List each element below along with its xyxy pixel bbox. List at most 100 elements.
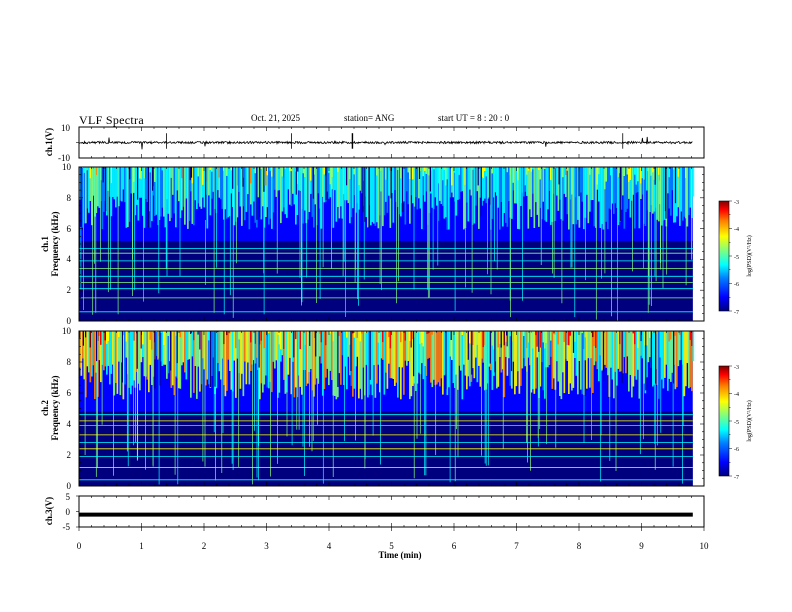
spec-column <box>373 167 375 224</box>
spec-column <box>643 167 645 224</box>
spec-hotspot <box>679 331 681 335</box>
spec1-ytick-6: 6 <box>67 224 72 234</box>
spec-column <box>485 167 488 204</box>
spec-hotspot <box>566 331 568 346</box>
spec-column <box>250 167 252 205</box>
spec-column <box>172 331 174 386</box>
spec-column <box>220 331 222 380</box>
spec-column <box>281 331 284 356</box>
spec-hotspot <box>218 167 220 178</box>
spec-hotspot <box>530 167 532 172</box>
spec-column <box>668 167 671 209</box>
spec-column <box>467 167 470 222</box>
spec-hotspot <box>319 331 321 334</box>
spec-column <box>605 331 608 368</box>
spec-column <box>358 167 360 210</box>
spec-column <box>427 167 429 225</box>
spec-hotspot <box>310 167 312 181</box>
spec-column <box>245 167 248 212</box>
spec-column <box>383 167 386 216</box>
spec-column <box>95 167 98 213</box>
spec-column <box>377 167 380 229</box>
ch1-waveform-panel: 10 -10 ch.1(V) <box>44 123 705 163</box>
spec-column <box>175 331 177 377</box>
spec-column <box>616 331 618 386</box>
spec-hotspot <box>353 167 355 175</box>
spec2-cb-tick-6: -6 <box>734 447 739 453</box>
spec-hotspot <box>617 167 619 177</box>
spec-column <box>137 167 140 221</box>
spec-column <box>671 331 674 373</box>
spec-column <box>316 331 318 379</box>
spec-column <box>376 167 378 223</box>
spec-column <box>352 167 354 209</box>
spec-column <box>394 167 396 191</box>
spec-column <box>601 331 603 371</box>
spec-column <box>109 167 111 197</box>
spec-hotspot <box>320 331 322 343</box>
spec-hotspot <box>412 167 414 180</box>
spec-column <box>131 331 134 386</box>
spec-hotspot <box>433 167 435 170</box>
spec-column <box>412 331 414 386</box>
spec-hotspot <box>295 331 297 340</box>
spec-column <box>674 331 677 390</box>
spec2-cb-tick-7: -7 <box>734 475 739 481</box>
spec-hotspot <box>538 167 540 170</box>
xtick-6: 6 <box>452 541 457 551</box>
spec-column <box>584 331 587 361</box>
spec-hotspot <box>554 331 556 335</box>
spec-hotspot <box>461 331 463 335</box>
spec-column <box>646 167 648 191</box>
spec-column <box>593 167 596 227</box>
spec-column <box>652 167 654 214</box>
spec-hotspot <box>500 331 502 348</box>
spec-column <box>374 167 377 226</box>
spec-column <box>563 331 566 394</box>
spec-column <box>184 331 186 373</box>
spec-column <box>79 331 81 368</box>
spec-hotspot <box>640 167 642 184</box>
spec-column <box>494 167 497 193</box>
spec-column <box>686 331 689 363</box>
spec-column <box>571 331 573 391</box>
spec-hotspot <box>122 331 124 336</box>
spec-column <box>434 167 437 198</box>
spec-column <box>382 167 384 227</box>
spec-column <box>205 331 207 386</box>
spec-column <box>554 167 557 221</box>
spec-column <box>403 167 405 202</box>
spec-hotspot <box>550 167 552 181</box>
spec-column <box>386 167 389 213</box>
spec2-colorbar <box>718 365 730 477</box>
spec-column <box>128 331 131 388</box>
spec-column <box>188 167 191 221</box>
spec-hotspot <box>79 331 81 338</box>
spec-column <box>572 331 575 388</box>
spec-column <box>254 167 257 223</box>
spec-column <box>503 167 506 213</box>
spec-column <box>443 167 446 219</box>
spec-column <box>176 167 179 191</box>
spec-hotspot <box>263 331 265 349</box>
spec-column <box>349 331 351 376</box>
spec-column <box>661 167 663 226</box>
spec-column <box>200 167 203 209</box>
spec-column <box>353 331 356 389</box>
spec-column <box>278 167 281 191</box>
spec-hotspot <box>250 331 252 343</box>
spec-hotspot <box>296 167 298 184</box>
spec-column <box>638 167 641 229</box>
spec-column <box>265 331 267 376</box>
spec-column <box>227 331 230 360</box>
spec-hotspot <box>524 167 526 186</box>
spec-hotspot <box>653 167 655 180</box>
spec-column <box>262 167 264 207</box>
spec-column <box>100 331 102 383</box>
spec-column <box>121 167 123 202</box>
spec-column <box>340 331 342 385</box>
spec-column <box>463 167 465 230</box>
spec-column <box>166 331 168 379</box>
spec-hotspot <box>181 167 183 179</box>
spec-column <box>649 167 651 212</box>
